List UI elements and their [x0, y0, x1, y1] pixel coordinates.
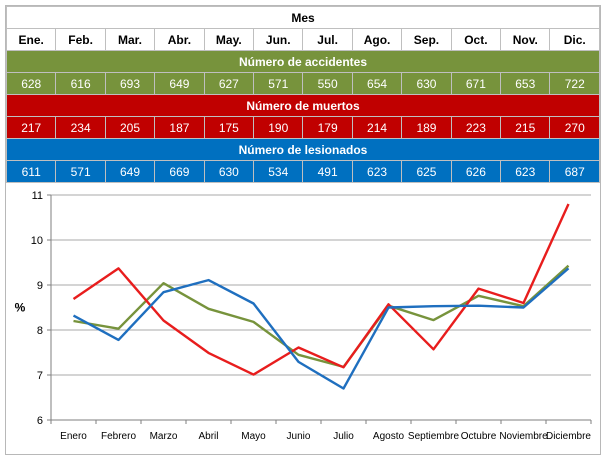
value-cell: 654: [351, 72, 403, 95]
section-title: Número de muertos: [6, 94, 600, 117]
header-row: Mes: [6, 6, 600, 29]
month-cell: May.: [203, 28, 255, 51]
series-line-2: [72, 267, 570, 390]
value-cell: 653: [500, 72, 551, 95]
month-cell: Feb.: [55, 28, 106, 51]
x-tick-label: Septiembre: [408, 431, 460, 442]
value-cell: 627: [203, 72, 255, 95]
section-values-row: 628 616 693 649 627 571 550 654 630 671 653 722: [5, 72, 600, 95]
month-cell: Dic.: [549, 28, 600, 51]
section-values-row: 611 571 649 669 630 534 491 623 625 626 623 687: [5, 160, 600, 183]
x-tick-label: Agosto: [373, 431, 405, 442]
section-header-row: Número de muertos: [6, 94, 600, 117]
y-tick-label: 11: [32, 190, 43, 202]
value-cell: 270: [549, 116, 600, 139]
month-cell: Sep.: [401, 28, 452, 51]
table-title: Mes: [6, 6, 600, 29]
value-cell: 625: [401, 160, 452, 183]
section-title: Número de accidentes: [6, 50, 600, 73]
y-tick-label: 10: [31, 235, 43, 247]
x-tick-label: Diciembre: [546, 431, 591, 442]
y-tick-label: 6: [37, 415, 43, 427]
value-cell: 623: [500, 160, 551, 183]
gridlines: [51, 194, 591, 376]
month-cell: Nov.: [500, 28, 551, 51]
x-tick-label: Noviembre: [499, 431, 548, 442]
month-cell: Jun.: [253, 28, 304, 51]
value-cell: 571: [55, 160, 106, 183]
value-cell: 534: [253, 160, 304, 183]
month-cell: Abr.: [154, 28, 205, 51]
value-cell: 630: [203, 160, 255, 183]
value-cell: 722: [549, 72, 600, 95]
y-tick-label: 7: [37, 370, 43, 382]
value-cell: 687: [549, 160, 600, 183]
series-line-1: [72, 203, 570, 376]
y-tick-label: 9: [37, 280, 43, 292]
value-cell: 491: [302, 160, 353, 183]
value-cell: 215: [500, 116, 551, 139]
x-tick-label: Enero: [60, 431, 87, 442]
x-tick-label: Mayo: [241, 431, 266, 442]
value-cell: 571: [253, 72, 304, 95]
x-tick-labels: Enero Febrero Marzo Abril Mayo Junio Julio Agos…: [60, 431, 591, 442]
value-cell: 189: [401, 116, 452, 139]
month-cell: Mar.: [104, 28, 156, 51]
value-cell: 649: [154, 72, 205, 95]
y-tick-label: 8: [37, 325, 43, 337]
value-cell: 205: [104, 116, 156, 139]
value-cell: 669: [154, 160, 205, 183]
section-title: Número de lesionados: [6, 138, 600, 161]
value-cell: 611: [5, 160, 57, 183]
monthly-table: Mes Ene. Feb. Mar. Abr. May. Jun. Jul. Ago. Sep. O…: [5, 6, 600, 183]
y-axis-label: %: [15, 301, 26, 315]
y-tick-labels: 6 7 8 9 10 11: [31, 190, 43, 427]
value-cell: 693: [104, 72, 156, 95]
value-cell: 616: [55, 72, 106, 95]
x-tick-label: Octubre: [461, 431, 497, 442]
value-cell: 630: [401, 72, 452, 95]
x-tick-label: Junio: [287, 431, 311, 442]
value-cell: 187: [154, 116, 205, 139]
section-values-row: 217 234 205 187 175 190 179 214 189 223 215 270: [5, 116, 600, 139]
month-cell: Jul.: [302, 28, 353, 51]
value-cell: 649: [104, 160, 156, 183]
x-tick-label: Febrero: [101, 431, 136, 442]
value-cell: 175: [203, 116, 255, 139]
value-cell: 671: [450, 72, 502, 95]
section-header-row: Número de accidentes: [6, 50, 600, 73]
value-cell: 550: [302, 72, 353, 95]
value-cell: 217: [5, 116, 57, 139]
month-cell: Oct.: [450, 28, 502, 51]
month-cell: Ene.: [5, 28, 57, 51]
months-row: Ene. Feb. Mar. Abr. May. Jun. Jul. Ago. Sep. Oct.…: [5, 28, 600, 51]
series-line-0: [73, 264, 570, 369]
axes: [47, 194, 592, 424]
series-lines: [72, 203, 570, 390]
month-cell: Ago.: [351, 28, 403, 51]
value-cell: 190: [253, 116, 304, 139]
x-tick-label: Marzo: [150, 431, 178, 442]
value-cell: 234: [55, 116, 106, 139]
x-tick-label: Julio: [333, 431, 354, 442]
value-cell: 214: [351, 116, 403, 139]
value-cell: 223: [450, 116, 502, 139]
value-cell: 623: [351, 160, 403, 183]
line-chart: 6 7 8 9 10 11 Enero Febrero Marzo Abril Mayo Junio…: [15, 190, 592, 442]
x-tick-label: Abril: [198, 431, 218, 442]
value-cell: 628: [5, 72, 57, 95]
value-cell: 626: [450, 160, 502, 183]
value-cell: 179: [302, 116, 353, 139]
section-header-row: Número de lesionados: [6, 138, 600, 161]
